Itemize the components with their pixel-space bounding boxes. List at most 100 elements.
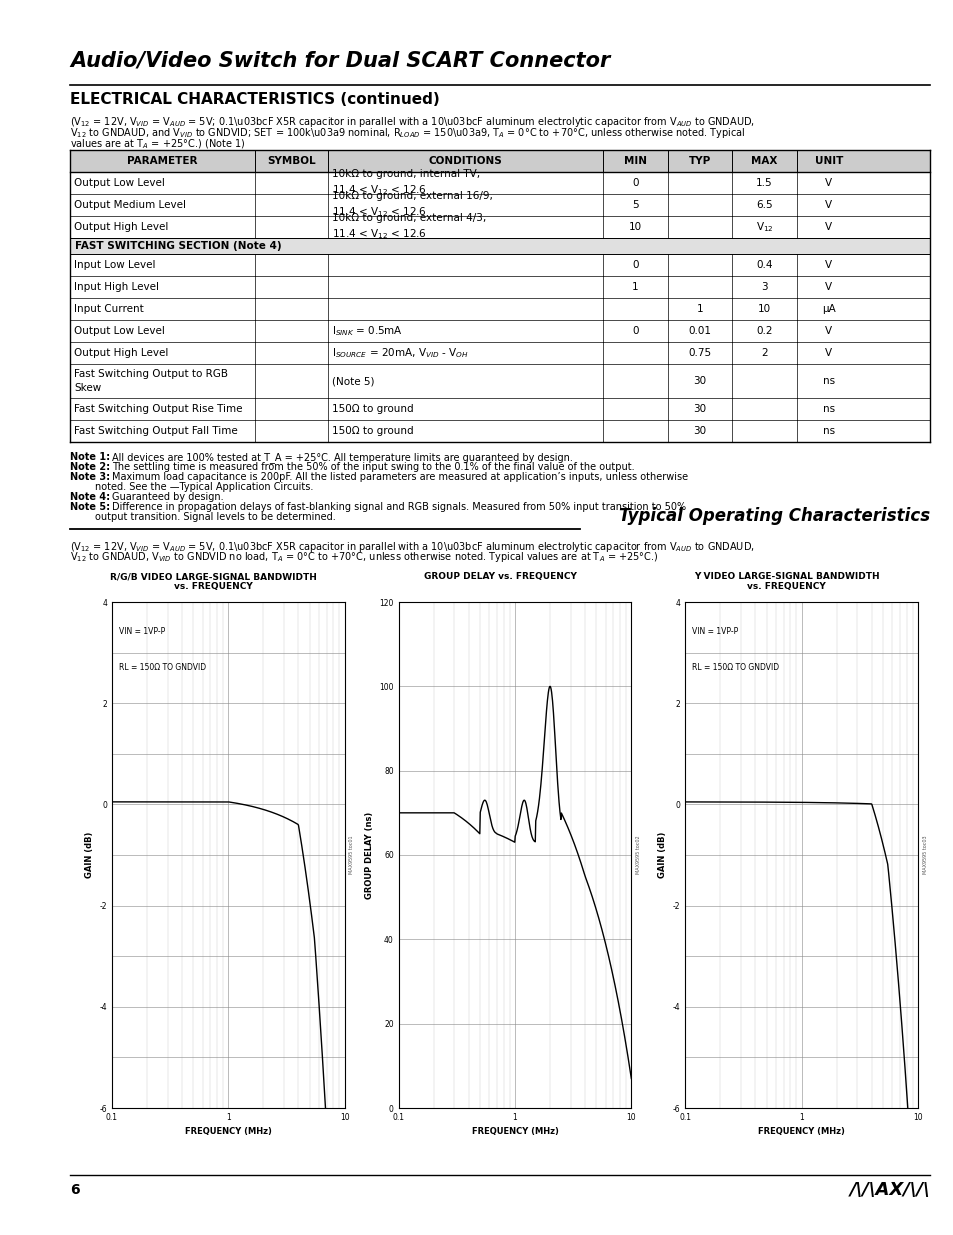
Text: 5: 5 xyxy=(632,200,639,210)
Text: 30: 30 xyxy=(693,375,706,387)
Text: FAST SWITCHING SECTION (Note 4): FAST SWITCHING SECTION (Note 4) xyxy=(75,241,281,251)
Text: Fast Switching Output Rise Time: Fast Switching Output Rise Time xyxy=(74,404,242,414)
Text: 0: 0 xyxy=(632,178,638,188)
Text: Note 5:: Note 5: xyxy=(70,501,110,513)
Text: V$_{12}$: V$_{12}$ xyxy=(755,220,773,233)
Text: Output High Level: Output High Level xyxy=(74,222,168,232)
Text: V: V xyxy=(824,282,832,291)
Text: Output Low Level: Output Low Level xyxy=(74,326,165,336)
Text: Note 3:: Note 3: xyxy=(70,472,110,482)
Text: V: V xyxy=(824,348,832,358)
Text: 10kΩ to ground, internal TV,
11.4 < V$_{12}$ < 12.6: 10kΩ to ground, internal TV, 11.4 < V$_{… xyxy=(332,169,479,196)
Text: 10kΩ to ground, external 16/9,
11.4 < V$_{12}$ < 12.6: 10kΩ to ground, external 16/9, 11.4 < V$… xyxy=(332,191,493,219)
Text: R/G/B VIDEO LARGE-SIGNAL BANDWIDTH: R/G/B VIDEO LARGE-SIGNAL BANDWIDTH xyxy=(110,572,316,580)
Text: 150Ω to ground: 150Ω to ground xyxy=(332,404,414,414)
Text: (V$_{12}$ = 12V, V$_{VID}$ = V$_{AUD}$ = 5V, 0.1\u03bcF X5R capacitor in paralle: (V$_{12}$ = 12V, V$_{VID}$ = V$_{AUD}$ =… xyxy=(70,540,754,555)
Text: /\/\AX/\/\: /\/\AX/\/\ xyxy=(848,1181,929,1199)
Text: Input High Level: Input High Level xyxy=(74,282,159,291)
Text: Input Current: Input Current xyxy=(74,304,144,314)
Text: GROUP DELAY vs. FREQUENCY: GROUP DELAY vs. FREQUENCY xyxy=(423,572,576,580)
Text: 30: 30 xyxy=(693,404,706,414)
Text: 0: 0 xyxy=(632,261,638,270)
Text: 150Ω to ground: 150Ω to ground xyxy=(332,426,414,436)
Y-axis label: GAIN (dB): GAIN (dB) xyxy=(85,832,93,878)
Text: 1.5: 1.5 xyxy=(756,178,772,188)
Text: ns: ns xyxy=(822,375,834,387)
Text: 2: 2 xyxy=(760,348,767,358)
Text: MAX9595 toc01: MAX9595 toc01 xyxy=(349,836,354,874)
Text: 30: 30 xyxy=(693,426,706,436)
Text: Output Medium Level: Output Medium Level xyxy=(74,200,186,210)
Bar xyxy=(70,149,929,172)
Text: MAX: MAX xyxy=(750,156,777,165)
Text: Fast Switching Output Fall Time: Fast Switching Output Fall Time xyxy=(74,426,237,436)
Text: TYP: TYP xyxy=(688,156,710,165)
Text: VIN = 1VP-P: VIN = 1VP-P xyxy=(692,627,738,636)
Text: 0.75: 0.75 xyxy=(688,348,711,358)
Text: 1: 1 xyxy=(632,282,639,291)
Text: Output High Level: Output High Level xyxy=(74,348,168,358)
Text: V: V xyxy=(824,261,832,270)
Text: 0.4: 0.4 xyxy=(756,261,772,270)
Text: Note 4:: Note 4: xyxy=(70,492,110,501)
Text: 1: 1 xyxy=(696,304,702,314)
Text: V: V xyxy=(824,222,832,232)
X-axis label: FREQUENCY (MHz): FREQUENCY (MHz) xyxy=(758,1128,844,1136)
Text: V: V xyxy=(824,326,832,336)
Text: Fast Switching Output to RGB
Skew: Fast Switching Output to RGB Skew xyxy=(74,369,228,393)
Text: Note 1:: Note 1: xyxy=(70,452,110,462)
Text: MIN: MIN xyxy=(623,156,646,165)
Text: Maximum load capacitance is 200pF. All the listed parameters are measured at app: Maximum load capacitance is 200pF. All t… xyxy=(112,472,687,482)
Text: I$_{SINK}$ = 0.5mA: I$_{SINK}$ = 0.5mA xyxy=(332,324,402,338)
Text: MAX9595: MAX9595 xyxy=(22,367,36,448)
Text: Difference in propagation delays of fast-blanking signal and RGB signals. Measur: Difference in propagation delays of fast… xyxy=(112,501,685,513)
Text: VIN = 1VP-P: VIN = 1VP-P xyxy=(119,627,165,636)
X-axis label: FREQUENCY (MHz): FREQUENCY (MHz) xyxy=(185,1128,272,1136)
Text: The settling time is measured from the 50% of the input swing to the 0.1% of the: The settling time is measured from the 5… xyxy=(112,462,634,472)
Text: RL = 150Ω TO GNDVID: RL = 150Ω TO GNDVID xyxy=(119,663,206,672)
Text: 0: 0 xyxy=(632,326,638,336)
Text: vs. FREQUENCY: vs. FREQUENCY xyxy=(746,582,825,592)
X-axis label: FREQUENCY (MHz): FREQUENCY (MHz) xyxy=(471,1128,558,1136)
Y-axis label: GROUP DELAY (ns): GROUP DELAY (ns) xyxy=(364,811,374,899)
Text: output transition. Signal levels to be determined.: output transition. Signal levels to be d… xyxy=(70,513,335,522)
Text: I$_{SOURCE}$ = 20mA, V$_{VID}$ - V$_{OH}$: I$_{SOURCE}$ = 20mA, V$_{VID}$ - V$_{OH}… xyxy=(332,346,468,359)
Text: 10: 10 xyxy=(628,222,641,232)
Text: V$_{12}$ to GNDAUD, V$_{VID}$ to GNDVID no load, T$_A$ = 0°C to +70°C, unless ot: V$_{12}$ to GNDAUD, V$_{VID}$ to GNDVID … xyxy=(70,550,658,564)
Text: MAX9595 toc03: MAX9595 toc03 xyxy=(922,836,926,874)
Bar xyxy=(70,238,929,254)
Text: μA: μA xyxy=(821,304,835,314)
Text: UNIT: UNIT xyxy=(814,156,842,165)
Text: MAX9595 toc02: MAX9595 toc02 xyxy=(636,836,640,874)
Text: (V$_{12}$ = 12V, V$_{VID}$ = V$_{AUD}$ = 5V; 0.1\u03bcF X5R capacitor in paralle: (V$_{12}$ = 12V, V$_{VID}$ = V$_{AUD}$ =… xyxy=(70,115,754,128)
Text: 0.2: 0.2 xyxy=(756,326,772,336)
Text: vs. FREQUENCY: vs. FREQUENCY xyxy=(173,582,253,592)
Text: ns: ns xyxy=(822,426,834,436)
Text: values are at T$_A$ = +25°C.) (Note 1): values are at T$_A$ = +25°C.) (Note 1) xyxy=(70,137,245,151)
Text: V: V xyxy=(824,178,832,188)
Text: Note 2:: Note 2: xyxy=(70,462,110,472)
Text: All devices are 100% tested at T_A = +25°C. All temperature limits are guarantee: All devices are 100% tested at T_A = +25… xyxy=(112,452,572,463)
Text: CONDITIONS: CONDITIONS xyxy=(428,156,502,165)
Text: ELECTRICAL CHARACTERISTICS (continued): ELECTRICAL CHARACTERISTICS (continued) xyxy=(70,91,439,107)
Text: noted. See the —Typical Application Circuits.: noted. See the —Typical Application Circ… xyxy=(70,482,313,492)
Text: 3: 3 xyxy=(760,282,767,291)
Text: (Note 5): (Note 5) xyxy=(332,375,375,387)
Text: 10: 10 xyxy=(757,304,770,314)
Text: Input Low Level: Input Low Level xyxy=(74,261,155,270)
Text: Audio/Video Switch for Dual SCART Connector: Audio/Video Switch for Dual SCART Connec… xyxy=(70,49,610,70)
Text: PARAMETER: PARAMETER xyxy=(127,156,197,165)
Text: ns: ns xyxy=(822,404,834,414)
Text: 6: 6 xyxy=(70,1183,79,1197)
Text: Output Low Level: Output Low Level xyxy=(74,178,165,188)
Text: V$_{12}$ to GNDAUD, and V$_{VID}$ to GNDVID; SET = 100k\u03a9 nominal, R$_{LOAD}: V$_{12}$ to GNDAUD, and V$_{VID}$ to GND… xyxy=(70,126,745,140)
Y-axis label: GAIN (dB): GAIN (dB) xyxy=(658,832,666,878)
Text: RL = 150Ω TO GNDVID: RL = 150Ω TO GNDVID xyxy=(692,663,779,672)
Text: Typical Operating Characteristics: Typical Operating Characteristics xyxy=(618,508,929,525)
Text: Guaranteed by design.: Guaranteed by design. xyxy=(112,492,223,501)
Text: 0.01: 0.01 xyxy=(688,326,711,336)
Text: Y VIDEO LARGE-SIGNAL BANDWIDTH: Y VIDEO LARGE-SIGNAL BANDWIDTH xyxy=(693,572,879,580)
Text: 6.5: 6.5 xyxy=(756,200,772,210)
Text: SYMBOL: SYMBOL xyxy=(267,156,315,165)
Text: V: V xyxy=(824,200,832,210)
